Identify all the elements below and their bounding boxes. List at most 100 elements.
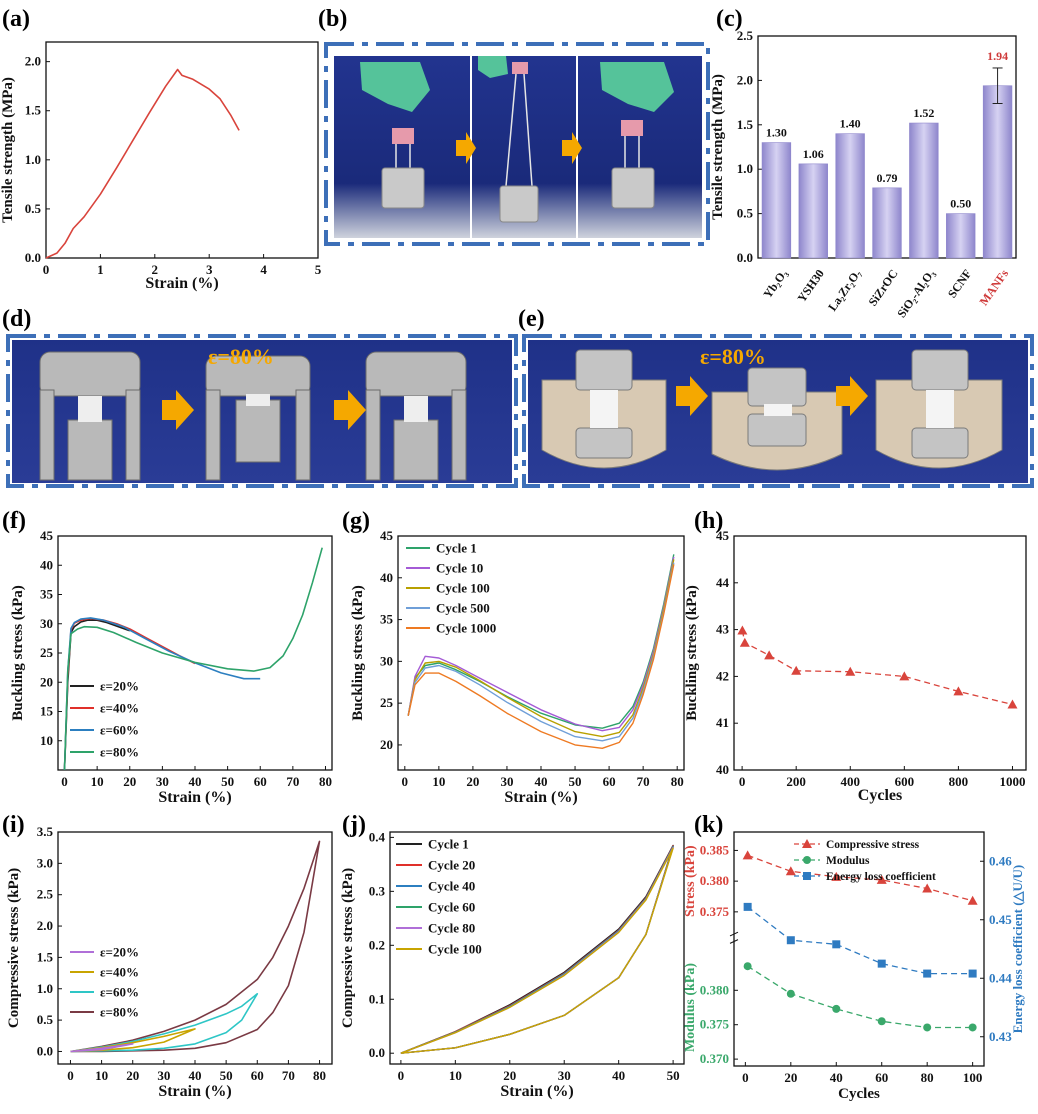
- data-point: [845, 666, 856, 676]
- x-tick-label: 0: [43, 262, 50, 277]
- data-point: [743, 902, 752, 911]
- x-tick-label: 10: [91, 774, 104, 789]
- x-tick-label: 100: [963, 1070, 983, 1085]
- x-tick-label: 10: [449, 1068, 462, 1083]
- x-tick-label: 10: [95, 1068, 108, 1083]
- x-tick-label: 800: [949, 774, 969, 789]
- x-tick-label: 70: [282, 1068, 295, 1083]
- y-tick-label: 0.1: [369, 991, 385, 1006]
- x-tick-label: 20: [784, 1070, 797, 1085]
- y-tick-label: 25: [380, 695, 394, 710]
- data-point: [743, 962, 752, 971]
- y-tick-label-modulus: 0.370: [700, 1051, 729, 1066]
- series-line: [63, 617, 261, 771]
- arrow-b1: [456, 132, 476, 164]
- plot-frame: [733, 535, 1027, 771]
- x-axis-label: Cycles: [838, 1086, 880, 1102]
- plot-frame: [389, 831, 685, 1065]
- y-tick-label: 20: [380, 737, 393, 752]
- series-line: [407, 562, 675, 742]
- bar-value-label: 0.50: [950, 197, 971, 211]
- x-tick-label: 0: [61, 774, 68, 789]
- y-tick-label-modulus: 0.380: [700, 982, 729, 997]
- legend-label: Cycle 500: [436, 601, 490, 616]
- y-tick-label: 0.5: [37, 1012, 54, 1027]
- y-tick-label: 0.3: [369, 883, 386, 898]
- y-tick-label: 42: [716, 668, 729, 683]
- y-axis-label-stress: Stress (kPa): [683, 845, 698, 917]
- panel-label-c: (c): [716, 6, 743, 32]
- dashed-trend: [747, 965, 973, 1029]
- x-tick-label: 60: [875, 1070, 888, 1085]
- data-point: [876, 874, 887, 884]
- plot-frame: [733, 831, 985, 1067]
- data-point: [967, 895, 978, 905]
- data-point: [1007, 699, 1018, 709]
- bar: [798, 163, 828, 259]
- x-tick-label: 70: [637, 774, 650, 789]
- y-axis-label-modulus: Modulus (kPa): [683, 963, 698, 1052]
- legend-label: Modulus: [826, 855, 870, 867]
- x-axis-label: Strain (%): [500, 1083, 573, 1100]
- hysteresis-loop: [70, 1043, 134, 1053]
- y-tick-label: 2.5: [737, 28, 754, 43]
- y-tick-label: 45: [380, 528, 394, 543]
- y-axis-label: Tensile strength (MPa): [710, 74, 726, 220]
- x-tick-label: 70: [286, 774, 299, 789]
- bar: [835, 133, 865, 259]
- x-tick-label: 0: [67, 1068, 74, 1083]
- x-tick-label: 50: [220, 1068, 233, 1083]
- dashed-trend: [741, 630, 1013, 706]
- panel-label-g: (g): [342, 508, 370, 534]
- x-axis-label: Strain (%): [158, 789, 231, 806]
- x-tick-label: 40: [189, 774, 202, 789]
- x-tick-label: 80: [313, 1068, 326, 1083]
- legend-label: ε=60%: [100, 985, 139, 1000]
- legend-label: ε=60%: [100, 723, 139, 738]
- photo-panel-b: [324, 42, 710, 246]
- y-tick-label: 0.2: [369, 937, 385, 952]
- data-point: [803, 872, 811, 880]
- hysteresis-loop: [70, 992, 259, 1053]
- chart-i-compressive: 0 10 20 30 40 50 60 70 80 0.0 0.5 1.0 1.5 2.0 2.5 3.0 3.…: [6, 824, 333, 1100]
- y-tick-label: 0.5: [25, 201, 42, 216]
- y-tick-label: 1.5: [25, 103, 42, 118]
- data-point: [831, 871, 842, 881]
- y-tick-label-stress: 0.375: [700, 904, 730, 919]
- plot-frame: [45, 41, 319, 259]
- bar: [909, 122, 939, 259]
- data-point: [923, 1023, 932, 1032]
- x-axis-label: Strain (%): [504, 789, 577, 806]
- data-point: [764, 650, 775, 660]
- panel-label-j: (j): [342, 812, 366, 838]
- legend-label: Energy loss coefficient: [826, 871, 936, 883]
- glove-2: [478, 56, 508, 78]
- tensile-curve: [45, 68, 240, 259]
- data-point: [786, 936, 795, 945]
- x-axis-label: Strain (%): [145, 275, 218, 292]
- data-point: [739, 637, 750, 647]
- y-tick-label: 25: [40, 645, 54, 660]
- bar-value-label: 1.52: [913, 106, 934, 120]
- y-axis-label: Buckling stress (kPa): [350, 585, 366, 721]
- legend-label: Cycle 1000: [436, 621, 496, 636]
- weight-1: [381, 167, 425, 209]
- x-tick-label: 40: [189, 1068, 202, 1083]
- legend-label: ε=80%: [100, 745, 139, 760]
- y-tick-label-stress: 0.380: [700, 873, 729, 888]
- x-tick-label: 10: [432, 774, 445, 789]
- y-axis-label-energy: Energy loss coefficient (△U/U): [1010, 865, 1025, 1034]
- bar-category-label: Yb₂O₃: [760, 266, 790, 300]
- y-tick-label: 3.0: [37, 855, 53, 870]
- y-tick-label: 40: [40, 557, 53, 572]
- data-point: [803, 856, 811, 864]
- bar-category-label: SiO₂-Al₂O₃: [894, 266, 938, 320]
- x-tick-label: 2: [152, 262, 159, 277]
- data-point: [923, 969, 932, 978]
- y-tick-label: 1.0: [737, 161, 753, 176]
- legend-label: Cycle 1: [428, 837, 469, 852]
- legend-label: ε=40%: [100, 965, 139, 980]
- y-tick-label: 40: [716, 762, 729, 777]
- photo-panel-e: ε=80%: [522, 334, 1034, 488]
